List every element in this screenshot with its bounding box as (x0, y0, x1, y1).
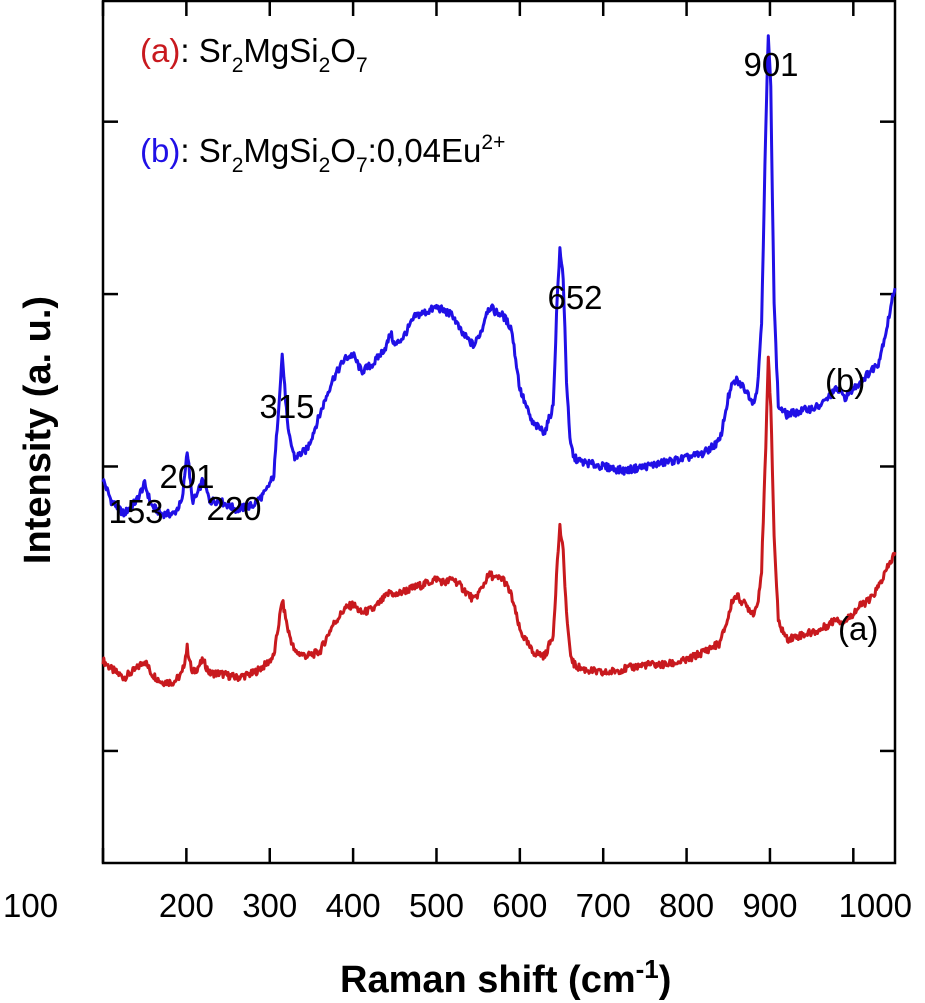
x-axis-title: Raman shift (cm-1) (340, 954, 671, 1001)
y-axis-title: Intensity (a. u.) (17, 296, 59, 564)
series-line-a (101, 355, 897, 688)
peak-label-315: 315 (259, 388, 314, 425)
peak-label-201: 201 (159, 458, 214, 495)
x-tick-label: 800 (659, 887, 714, 924)
series-a-tag: (a) (838, 610, 878, 647)
x-axis-ticks: 100 200 300 400 500 600 700 800 900 1000 (3, 1, 912, 924)
x-tick-label: 200 (159, 887, 214, 924)
x-tick-label: 600 (492, 887, 547, 924)
plot-area: 100 200 300 400 500 600 700 800 900 1000 15320122… (3, 0, 912, 924)
x-tick-label: 1000 (839, 887, 912, 924)
x-tick-label: 100 (3, 887, 58, 924)
peak-label-901: 901 (743, 46, 798, 83)
plot-frame (101, 0, 897, 865)
y-axis-ticks (103, 120, 895, 753)
x-tick-label: 500 (409, 887, 464, 924)
x-tick-label: 700 (576, 887, 631, 924)
legend-entry-b: (b): Sr2MgSi2O7:0,04Eu2+ (140, 131, 505, 177)
legend-entry-a: (a): Sr2MgSi2O7 (140, 32, 368, 77)
legend: (a): Sr2MgSi2O7 (b): Sr2MgSi2O7:0,04Eu2+ (140, 32, 505, 177)
series-b-tag: (b) (825, 362, 865, 399)
x-tick-label: 400 (326, 887, 381, 924)
x-tick-label: 900 (742, 887, 797, 924)
peak-label-652: 652 (547, 279, 602, 316)
series-layer (101, 34, 897, 688)
peak-label-153: 153 (108, 493, 163, 530)
series-line-b (101, 34, 897, 520)
x-tick-label: 300 (242, 887, 297, 924)
peak-label-220: 220 (206, 490, 261, 527)
